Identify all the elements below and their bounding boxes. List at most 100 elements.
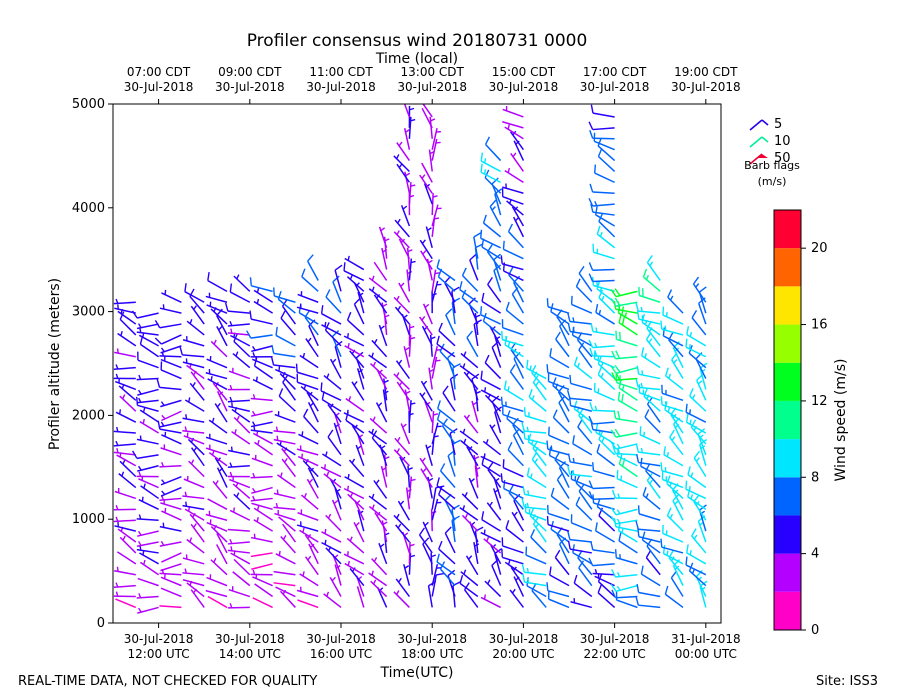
wind-barb (593, 164, 615, 184)
wind-barb (660, 396, 684, 412)
barb-feather (522, 573, 526, 583)
wind-barb (431, 280, 442, 303)
wind-barb (368, 570, 388, 587)
barb-staff (421, 162, 433, 183)
barb-feather (597, 137, 602, 147)
wind-barb (428, 367, 435, 390)
barb-half-feather (512, 152, 517, 158)
barb-feather (449, 428, 458, 434)
wind-barb (273, 489, 296, 500)
barb-staff (431, 574, 437, 597)
barb-staff (493, 270, 502, 292)
colorbar-segment (774, 248, 801, 287)
wind-barb (375, 402, 388, 423)
wind-barb (635, 378, 661, 391)
barb-feather (610, 365, 617, 374)
barb-feather (614, 428, 621, 437)
barb-half-feather (382, 521, 388, 525)
barb-staff (113, 377, 114, 379)
wind-barb (524, 503, 547, 521)
barb-feather (550, 487, 555, 497)
barb-staff (502, 556, 524, 565)
barb-staff (501, 481, 524, 489)
barb-staff (597, 145, 616, 162)
barb-half-feather (624, 312, 628, 318)
top-tick-label-date: 30-Jul-2018 (580, 80, 650, 94)
wind-barb (161, 289, 182, 303)
wind-barb (502, 240, 524, 260)
barb-staff (638, 513, 661, 521)
barb-feather (636, 310, 640, 320)
wind-barb (327, 429, 342, 456)
barb-staff (480, 378, 501, 391)
barb-feather (699, 438, 708, 446)
top-tick-label-date: 30-Jul-2018 (124, 80, 194, 94)
barb-feather (469, 253, 477, 261)
barb-half-feather (94, 339, 95, 344)
x-tick-label-date: 30-Jul-2018 (489, 632, 559, 646)
wind-barb (329, 576, 342, 597)
barb-staff (668, 339, 684, 358)
barb-half-feather (594, 201, 598, 206)
barb-staff (216, 533, 228, 554)
barb-feather (505, 301, 510, 311)
barb-half-feather (116, 448, 119, 453)
wind-barb (571, 326, 593, 347)
barb-feather (489, 199, 497, 208)
wind-barb (251, 486, 273, 494)
wind-barb (253, 298, 274, 314)
wind-barb (597, 137, 616, 162)
wind-barb (131, 310, 159, 319)
barb-half-feather (138, 471, 142, 477)
barb-legend-label: 50 (774, 151, 791, 166)
barb-half-feather (421, 239, 426, 244)
barb-staff (233, 558, 251, 576)
wind-barb (502, 405, 524, 423)
barb-feather (660, 538, 663, 548)
barb-staff (664, 593, 684, 609)
wind-barb (370, 579, 388, 598)
wind-barb (593, 350, 615, 369)
x-tick-label-date: 30-Jul-2018 (580, 632, 650, 646)
barb-half-feather (402, 423, 407, 428)
barb-half-feather (283, 457, 288, 463)
wind-barb (228, 586, 251, 598)
wind-barb (296, 445, 319, 456)
wind-barb (325, 513, 342, 532)
wind-barb (305, 337, 319, 358)
barb-staff (641, 573, 661, 587)
barb-half-feather (695, 283, 700, 288)
barb-half-feather (402, 205, 408, 210)
barb-half-feather (302, 527, 305, 533)
wind-barb (418, 527, 433, 554)
barb-staff (461, 297, 479, 314)
wind-barb (394, 218, 410, 238)
wind-barb (369, 416, 388, 434)
barb-half-feather (424, 303, 430, 309)
wind-barb (431, 193, 438, 216)
barb-half-feather (324, 321, 327, 327)
barb-staff (334, 346, 342, 368)
wind-barb (132, 450, 159, 460)
barb-half-feather (230, 328, 233, 334)
barb-half-feather (432, 195, 438, 198)
barb-feather (546, 298, 549, 307)
wind-barb (438, 540, 456, 565)
wind-barb (442, 385, 456, 412)
wind-barb (297, 509, 319, 521)
barb-staff (595, 214, 615, 227)
barb-feather (438, 540, 443, 550)
barb-feather (484, 354, 490, 364)
barb-staff (136, 454, 159, 460)
wind-barb (578, 265, 593, 292)
barb-staff (593, 469, 615, 478)
wind-barb (521, 563, 547, 576)
barb-feather (332, 275, 340, 283)
barb-half-feather (466, 414, 471, 420)
wind-barb (481, 511, 502, 532)
wind-barb (113, 582, 136, 589)
wind-barb (573, 574, 593, 598)
barb-half-feather (400, 282, 405, 287)
wind-barb (161, 431, 182, 445)
barb-feather (612, 445, 617, 454)
